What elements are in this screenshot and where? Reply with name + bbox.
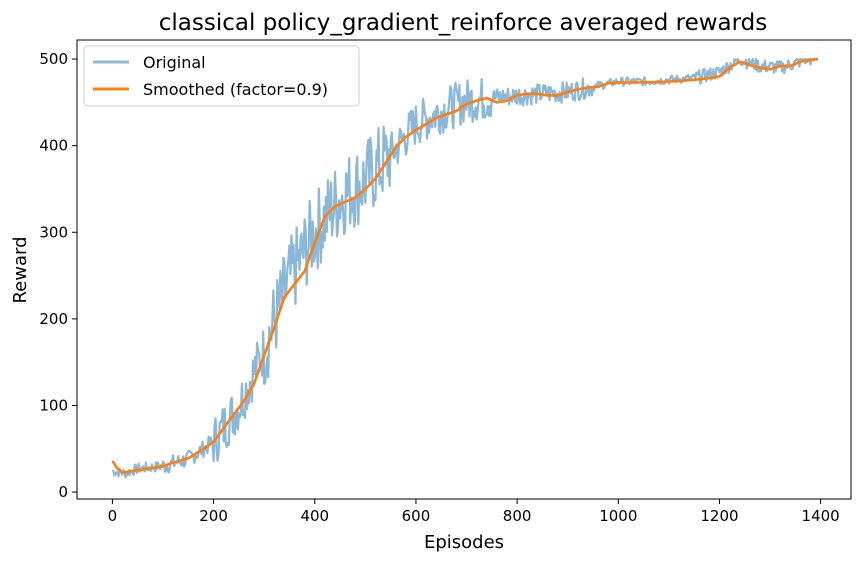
x-tick-label-1000: 1000	[599, 507, 637, 525]
x-tick-label-800: 800	[503, 507, 532, 525]
legend-box	[83, 45, 360, 107]
chart-title: classical policy_gradient_reinforce aver…	[159, 10, 768, 36]
y-tick-label-100: 100	[39, 396, 68, 414]
x-tick-label-400: 400	[300, 507, 329, 525]
y-tick-label-0: 0	[58, 483, 68, 501]
legend-label-smoothed: Smoothed (factor=0.9)	[143, 80, 328, 99]
y-tick-label-500: 500	[39, 50, 68, 68]
series-line-smoothed	[111, 57, 819, 474]
ticks-layer: 0 200 400 600 800 1000 1200 1400 0 100 200 300 400 50…	[39, 50, 839, 525]
x-tick-label-1200: 1200	[700, 507, 738, 525]
y-tick-label-200: 200	[39, 310, 68, 328]
y-tick-label-400: 400	[39, 137, 68, 155]
x-tick-label-0: 0	[108, 507, 118, 525]
legend-label-original: Original	[143, 53, 206, 72]
x-tick-label-600: 600	[402, 507, 431, 525]
y-axis-label: Reward	[10, 236, 31, 303]
x-tick-label-200: 200	[199, 507, 228, 525]
y-tick-label-300: 300	[39, 223, 68, 241]
series-layer	[111, 57, 819, 479]
chart-legend: Original Smoothed (factor=0.9)	[83, 45, 360, 107]
plot-frame	[76, 39, 852, 500]
x-axis-label: Episodes	[424, 532, 504, 553]
x-tick-label-1400: 1400	[802, 507, 840, 525]
